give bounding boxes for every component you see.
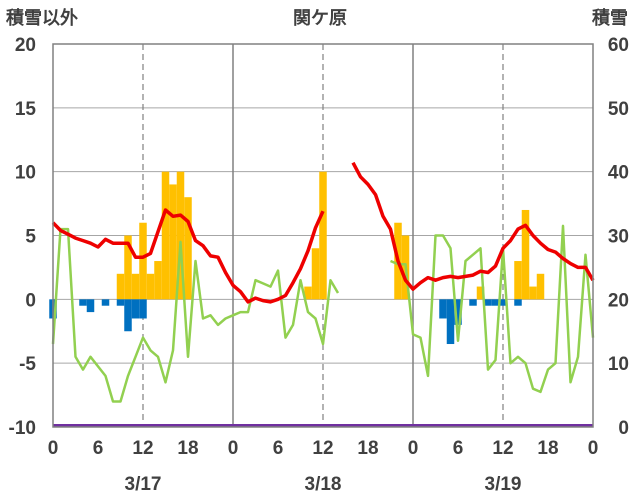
precip-negative-bar: [124, 299, 132, 332]
x-ticks: 0 6 12 18 0 6 12 18 0 6 12 18 0: [48, 438, 599, 459]
right-axis-title: 積雪: [591, 7, 628, 28]
precip-negative-bar: [116, 299, 125, 306]
x-tick-label: 12: [312, 438, 333, 459]
x-tick-label: 12: [132, 438, 153, 459]
precip-bar: [146, 273, 155, 300]
left-tick-label: -5: [19, 354, 36, 375]
x-tick-label: 18: [537, 438, 558, 459]
right-tick-label: 50: [608, 99, 629, 120]
x-tick-label: 0: [588, 438, 599, 459]
precip-bar: [529, 286, 537, 300]
precip-negative-bar: [439, 299, 447, 319]
left-tick-label: 10: [15, 163, 36, 184]
precip-negative-bar: [454, 299, 462, 325]
left-tick-label: 5: [25, 227, 36, 248]
precip-negative-bar: [101, 299, 110, 306]
precip-bar: [514, 261, 522, 300]
precip-bar: [311, 248, 320, 300]
precip-bar: [116, 273, 125, 300]
precip-bar: [131, 273, 140, 300]
precip-bar: [176, 171, 185, 300]
left-tick-label: -10: [9, 418, 36, 439]
date-labels: 3/17 3/18 3/19: [125, 474, 522, 495]
precip-bar: [139, 222, 147, 300]
right-tick-label: 10: [608, 354, 629, 375]
precip-negative-bar: [484, 299, 492, 306]
snow-depth-line: [390, 224, 595, 394]
precip-bar: [161, 171, 170, 300]
precip-bar: [536, 273, 545, 300]
snow-depth-line: [51, 227, 340, 403]
precip-negative-bar: [446, 299, 455, 345]
left-axis-title: 積雪以外: [5, 7, 78, 28]
precip-bar: [319, 171, 327, 300]
precip-negative-bar: [469, 299, 477, 306]
precip-bar: [124, 235, 132, 300]
x-tick-label: 0: [48, 438, 59, 459]
left-tick-label: 0: [25, 290, 36, 311]
precip-bar: [169, 184, 177, 300]
right-tick-label: 0: [618, 418, 629, 439]
x-tick-label: 18: [177, 438, 198, 459]
precip-bar: [184, 197, 192, 300]
x-tick-label: 0: [408, 438, 419, 459]
temperature-line: [51, 208, 325, 304]
x-tick-label: 6: [93, 438, 104, 459]
precip-negative-bar: [131, 299, 140, 319]
left-tick-label: 15: [15, 99, 37, 120]
right-y-ticks: 60 50 40 30 20 10 0: [608, 35, 629, 439]
x-tick-label: 0: [228, 438, 239, 459]
precip-bar: [476, 286, 485, 300]
date-label: 3/18: [305, 474, 342, 495]
right-tick-label: 40: [608, 163, 629, 184]
chart-title: 関ケ原: [293, 8, 347, 28]
x-tick-label: 18: [357, 438, 378, 459]
precip-negative-bar: [514, 299, 522, 306]
precip-bar: [154, 261, 162, 300]
plot-frame: [52, 43, 594, 428]
date-label: 3/17: [125, 474, 162, 495]
precip-negative-bar: [86, 299, 95, 313]
series-lines: [51, 161, 595, 427]
x-tick-label: 6: [453, 438, 464, 459]
right-tick-label: 30: [608, 227, 629, 248]
precip-negative-bar: [79, 299, 87, 306]
right-tick-label: 60: [608, 35, 629, 56]
precip-negative-bar: [499, 299, 507, 306]
left-y-ticks: 20 15 10 5 0 -5 -10: [9, 35, 37, 439]
precip-negative-bar: [139, 299, 147, 319]
date-label: 3/19: [485, 474, 522, 495]
left-tick-label: 20: [15, 35, 36, 56]
precip-bar: [521, 209, 530, 300]
temperature-line: [351, 161, 595, 291]
precip-bar: [304, 286, 312, 300]
x-tick-label: 12: [492, 438, 513, 459]
right-tick-label: 20: [608, 290, 629, 311]
precip-negative-bar: [491, 299, 500, 306]
x-tick-label: 6: [273, 438, 284, 459]
